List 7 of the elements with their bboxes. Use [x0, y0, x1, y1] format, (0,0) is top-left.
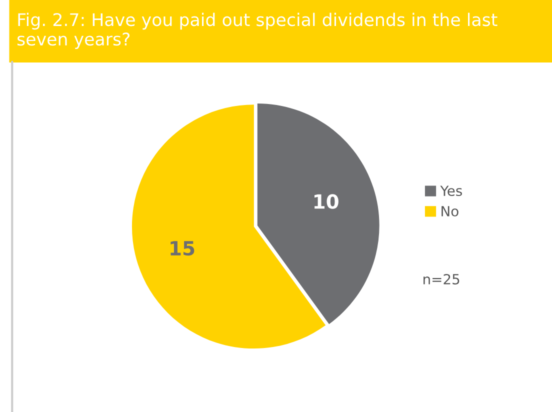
pie-slice: [257, 104, 380, 324]
data-label: 15: [170, 241, 194, 256]
chart-title: Fig. 2.7: Have you paid out special dividends in the last seven years?: [18, 12, 498, 50]
data-label: 10: [314, 194, 338, 209]
legend-label: Yes: [440, 186, 462, 196]
text: n=25: [424, 274, 460, 284]
legend-label: No: [442, 206, 458, 216]
